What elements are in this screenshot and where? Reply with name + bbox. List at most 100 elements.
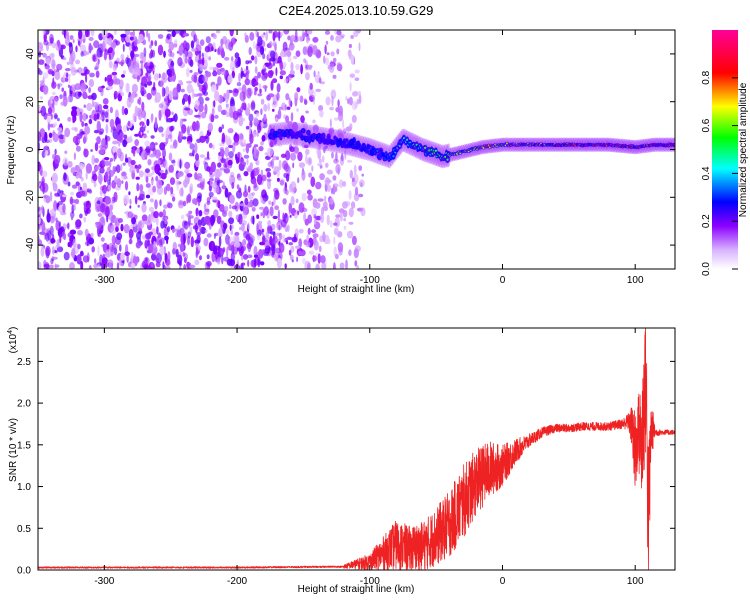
noise-blob: [187, 141, 192, 145]
noise-blob: [134, 67, 139, 73]
noise-blob: [313, 219, 317, 225]
noise-blob: [147, 60, 151, 67]
noise-blob: [342, 209, 348, 218]
noise-blob: [122, 162, 126, 166]
noise-blob: [103, 51, 107, 61]
noise-blob: [81, 121, 85, 127]
noise-blob: [41, 170, 48, 178]
noise-blob: [157, 44, 164, 56]
noise-blob: [324, 145, 328, 149]
noise-blob: [300, 64, 303, 75]
noise-blob: [129, 61, 135, 67]
noise-blob: [286, 75, 292, 81]
noise-blob: [64, 150, 68, 154]
noise-blob: [179, 201, 183, 206]
noise-blob: [253, 181, 257, 189]
noise-blob: [98, 131, 103, 135]
noise-blob: [344, 201, 351, 207]
noise-blob: [303, 212, 307, 222]
noise-blob: [156, 179, 163, 189]
noise-blob: [150, 86, 157, 96]
noise-blob: [53, 68, 56, 74]
noise-blob: [282, 234, 286, 243]
noise-blob: [274, 205, 279, 211]
noise-blob: [120, 170, 128, 180]
noise-blob: [52, 133, 59, 143]
noise-blob: [319, 109, 324, 118]
noise-blob: [148, 52, 152, 59]
noise-blob: [266, 62, 273, 70]
noise-blob: [149, 198, 154, 203]
noise-blob: [67, 84, 71, 88]
noise-blob: [92, 101, 99, 108]
noise-blob: [227, 74, 233, 84]
x-tick-label: -200: [227, 275, 247, 286]
noise-blob: [129, 36, 134, 41]
noise-blob: [154, 40, 158, 47]
noise-blob: [248, 60, 252, 64]
noise-blob: [206, 233, 212, 238]
noise-blob: [284, 49, 288, 58]
noise-blob: [226, 89, 230, 100]
noise-blob: [277, 168, 280, 178]
noise-blob: [306, 64, 313, 69]
noise-blob: [78, 30, 83, 40]
noise-blob: [350, 54, 355, 65]
noise-blob: [260, 34, 265, 39]
noise-blob: [270, 231, 276, 235]
noise-blob: [236, 82, 242, 87]
noise-blob: [165, 38, 169, 44]
noise-blob: [349, 169, 353, 179]
noise-blob: [358, 165, 363, 171]
noise-blob: [186, 212, 192, 219]
noise-blob: [94, 158, 99, 163]
noise-blob: [312, 198, 318, 209]
noise-blob: [340, 153, 344, 162]
noise-blob: [332, 183, 339, 188]
noise-blob: [238, 73, 241, 83]
noise-blob: [110, 128, 113, 133]
noise-blob: [283, 78, 289, 84]
noise-blob: [282, 41, 288, 53]
noise-blob: [101, 184, 108, 194]
noise-blob: [71, 247, 76, 259]
noise-blob: [206, 260, 212, 267]
noise-blob: [39, 80, 45, 84]
noise-blob: [321, 262, 327, 269]
noise-blob: [50, 237, 56, 244]
colorbar-tick-label: 0.0: [701, 262, 712, 276]
noise-blob: [125, 82, 130, 93]
noise-blob: [67, 160, 73, 168]
noise-blob: [243, 171, 249, 177]
noise-blob: [291, 121, 299, 133]
noise-blob: [143, 220, 149, 225]
noise-blob: [129, 31, 134, 36]
noise-blob: [307, 156, 313, 166]
noise-blob: [197, 192, 203, 199]
noise-blob: [296, 256, 299, 262]
x-tick-label: 0: [500, 576, 506, 587]
noise-blob: [191, 48, 197, 52]
noise-blob: [183, 221, 188, 226]
noise-blob: [131, 251, 134, 260]
noise-blob: [241, 84, 247, 95]
noise-blob: [285, 93, 290, 101]
noise-blob: [337, 99, 340, 108]
noise-blob: [254, 66, 258, 74]
noise-blob: [84, 125, 91, 135]
noise-blob: [258, 83, 262, 90]
noise-blob: [313, 240, 319, 251]
noise-blob: [217, 47, 220, 56]
noise-blob: [159, 246, 165, 255]
noise-blob: [224, 205, 229, 212]
noise-blob: [330, 51, 335, 57]
noise-blob: [231, 205, 238, 210]
noise-blob: [342, 119, 345, 129]
noise-blob: [105, 119, 109, 123]
noise-blob: [348, 207, 354, 218]
noise-blob: [264, 47, 267, 52]
noise-blob: [250, 215, 255, 224]
noise-blob: [269, 70, 275, 76]
noise-blob: [176, 229, 182, 238]
y-tick-label: 0: [25, 146, 36, 152]
